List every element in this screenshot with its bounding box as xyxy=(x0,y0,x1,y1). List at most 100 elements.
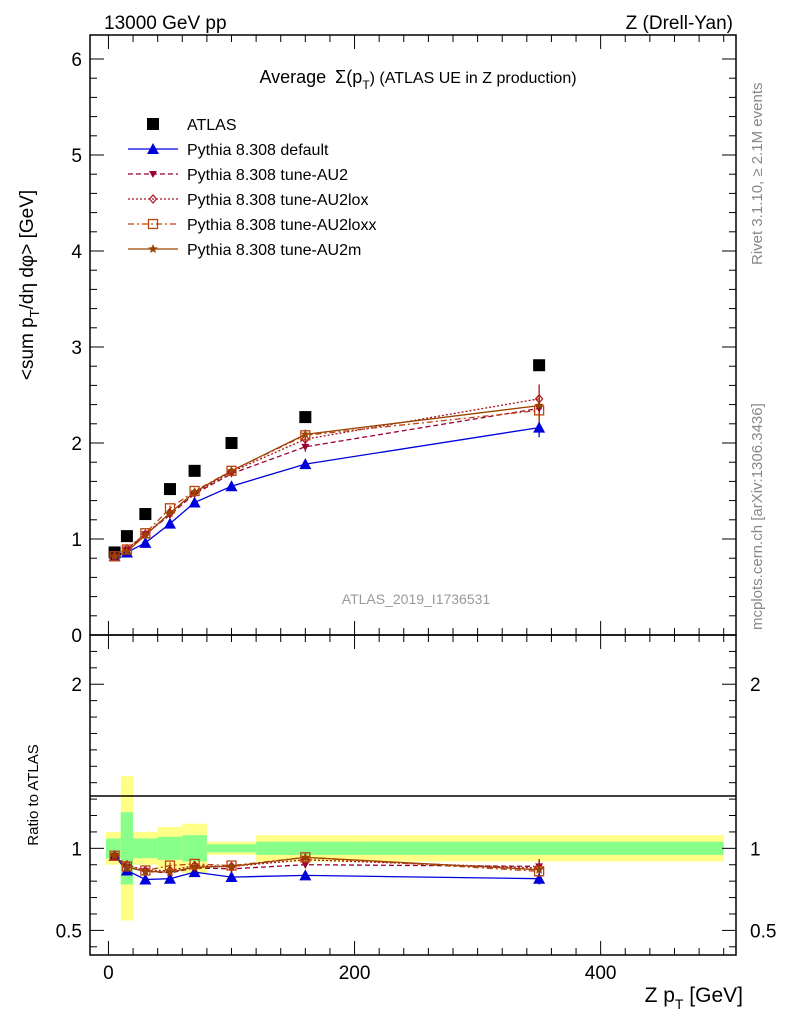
data-point-au2m xyxy=(226,465,237,475)
legend-label-default: Pythia 8.308 default xyxy=(187,142,329,159)
process-label: Z (Drell-Yan) xyxy=(626,13,733,34)
band-inner-segment xyxy=(256,841,355,855)
band-inner-segment xyxy=(182,835,207,862)
ratio-point-au2m xyxy=(109,850,120,860)
band-inner-segment xyxy=(133,838,158,859)
svg-text:Average Σ(pT) (ATLAS U: Average Σ(pT) (ATLAS UE in Z production) xyxy=(259,67,576,92)
ratio-markers xyxy=(108,849,546,885)
data-point-au2m xyxy=(534,400,544,410)
xlabel-part-1: Z p xyxy=(645,984,675,1007)
ratio-ytick-label: 1 xyxy=(71,839,82,860)
ratio-point-au2m xyxy=(189,862,200,872)
data-point-au2m xyxy=(189,487,200,496)
ylabel-part-1: <sum p xyxy=(17,317,38,380)
rivet-version-label: Rivet 3.1.10, ≥ 2.1M events xyxy=(749,83,766,266)
main-ytick-label: 6 xyxy=(71,50,82,71)
ratio-point-au2m xyxy=(122,862,132,872)
main-ticks: 0 1 2 3 4 5 6 xyxy=(71,35,736,647)
mcplots-label: mcplots.cern.ch [arXiv:1306.3436] xyxy=(749,403,766,630)
band-inner-segment xyxy=(206,844,257,853)
ratio-point-default xyxy=(139,873,152,885)
band-inner-segment xyxy=(354,841,724,855)
legend: ATLAS Pythia 8.308 default Pythia 8.308 tu… xyxy=(128,117,376,259)
ratio-point-au2loxx xyxy=(140,865,151,876)
legend-marker-default xyxy=(147,143,159,154)
ratio-point-au2loxx xyxy=(226,860,237,871)
ylabel-subscript: T xyxy=(27,309,42,317)
series-line-au2 xyxy=(114,407,540,557)
main-title: Average Σ(pT) (ATLAS UE in Z production) xyxy=(259,67,576,92)
main-ytick-label: 5 xyxy=(71,146,82,167)
data-point-default xyxy=(299,458,312,470)
ratio-point-au2lox xyxy=(301,854,310,865)
data-point-atlas xyxy=(225,437,238,449)
ratio-point-default xyxy=(299,869,312,881)
data-point-default xyxy=(225,480,238,492)
title-suffix: ) (ATLAS UE in Z production) xyxy=(370,70,577,87)
main-ytick-label: 1 xyxy=(71,530,82,551)
energy-label: 13000 GeV pp xyxy=(104,13,227,34)
ratio-point-au2m xyxy=(300,852,311,862)
series-line-au2lox xyxy=(114,398,540,557)
main-error-layer xyxy=(113,384,540,559)
legend-marker-au2loxx xyxy=(147,218,159,230)
data-point-atlas xyxy=(188,464,201,477)
ratio-ytick-label-right: 0.5 xyxy=(750,921,776,942)
data-point-au2 xyxy=(301,443,310,451)
main-ytick-label: 3 xyxy=(71,338,82,359)
series-line-default xyxy=(114,426,540,557)
ratio-point-au2lox xyxy=(190,860,199,871)
xlabel-part-2: [GeV] xyxy=(683,984,743,1007)
data-point-au2loxx xyxy=(140,528,151,539)
ratio-point-au2m xyxy=(140,866,151,876)
ratio-frame xyxy=(89,634,737,956)
ratio-point-au2loxx xyxy=(121,861,133,872)
data-point-au2m xyxy=(122,546,132,556)
ratio-point-au2m xyxy=(165,867,175,877)
main-ytick-label: 0 xyxy=(71,626,82,647)
data-point-au2loxx xyxy=(121,544,133,555)
band-inner-segment xyxy=(157,836,183,860)
ratio-ytick-label-right: 2 xyxy=(750,675,761,696)
series-line-au2m xyxy=(114,404,540,557)
legend-label-atlas: ATLAS xyxy=(187,117,237,134)
main-ytick-label: 2 xyxy=(71,434,82,455)
title-subscript: T xyxy=(362,78,370,92)
data-point-default xyxy=(533,421,546,433)
main-ytick-label: 4 xyxy=(71,242,82,263)
legend-label-au2m: Pythia 8.308 tune-AU2m xyxy=(187,242,361,259)
legend-marker-au2 xyxy=(149,171,157,178)
ratio-point-default xyxy=(533,872,546,884)
data-point-atlas xyxy=(163,483,176,496)
title-prefix: Average xyxy=(259,67,326,87)
data-point-au2m xyxy=(300,429,311,439)
data-point-au2m xyxy=(165,508,175,518)
ratio-ytick-label: 2 xyxy=(71,675,82,696)
ratio-point-au2 xyxy=(301,861,310,869)
data-point-default xyxy=(163,517,176,529)
ratio-point-default xyxy=(163,872,176,884)
xaxis-label: Z pT [GeV] xyxy=(645,984,743,1012)
legend-label-au2: Pythia 8.308 tune-AU2 xyxy=(187,167,348,184)
title-symbol: Σ(p xyxy=(335,67,362,87)
ratio-ytick-label: 0.5 xyxy=(56,921,82,942)
ratio-point-default xyxy=(225,871,238,883)
xtick-label: 400 xyxy=(585,963,617,984)
data-point-atlas xyxy=(299,411,312,424)
ylabel-part-2: /dη dφ> [GeV] xyxy=(17,190,38,310)
main-ylabel: <sum pT/dη dφ> [GeV] xyxy=(17,190,42,380)
ratio-uncertainty-band xyxy=(105,776,724,921)
ratio-line-au2m xyxy=(114,855,540,873)
data-point-default xyxy=(139,536,152,548)
data-point-atlas xyxy=(533,359,546,372)
analysis-label: ATLAS_2019_I1736531 xyxy=(342,591,491,607)
main-markers xyxy=(108,359,546,562)
data-point-au2m xyxy=(109,551,120,561)
data-point-default xyxy=(188,496,201,508)
data-point-atlas xyxy=(139,508,152,521)
legend-label-au2loxx: Pythia 8.308 tune-AU2loxx xyxy=(187,217,376,234)
data-point-au2loxx xyxy=(189,485,200,497)
xlabel-subscript: T xyxy=(675,996,684,1012)
